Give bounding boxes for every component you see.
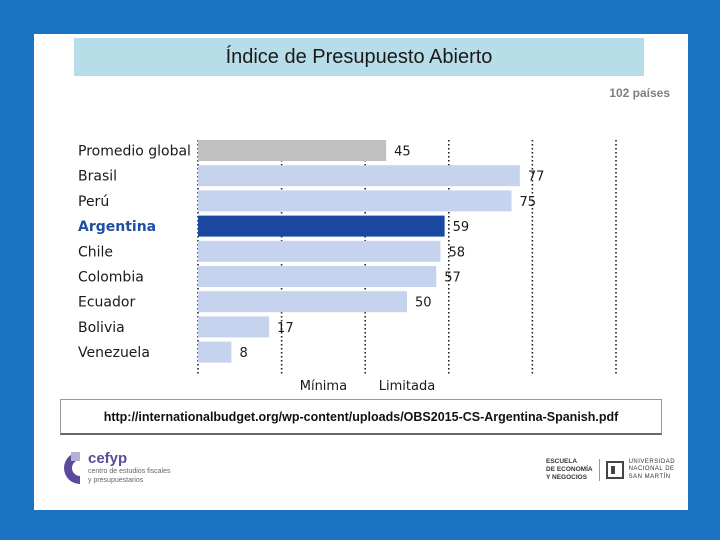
value-label: 50 xyxy=(415,296,432,311)
escuela-line-3: Y NEGOCIOS xyxy=(546,474,588,481)
escuela-line-2: DE ECONOMÍA xyxy=(546,466,593,473)
cefyp-logo: cefyp centro de estudios fiscales y pres… xyxy=(60,448,171,488)
value-label: 57 xyxy=(444,271,461,286)
cefyp-logo-icon xyxy=(64,452,80,484)
category-label: Argentina xyxy=(78,219,156,235)
category-label: Bolivia xyxy=(78,320,125,336)
bar xyxy=(198,341,232,363)
unsam-line-1: UNIVERSIDAD xyxy=(628,458,676,465)
value-label: 17 xyxy=(277,321,294,336)
value-label: 59 xyxy=(453,220,470,235)
bar xyxy=(198,291,407,313)
category-label: Venezuela xyxy=(78,345,150,361)
value-label: 75 xyxy=(520,195,537,210)
escuela-economia-label: ESCUELA DE ECONOMÍA Y NEGOCIOS xyxy=(546,458,593,482)
unsam-line-3: SAN MARTÍN xyxy=(628,473,671,480)
source-url[interactable]: http://internationalbudget.org/wp-conten… xyxy=(103,409,619,424)
category-label: Promedio global xyxy=(78,144,191,160)
bar xyxy=(198,190,512,212)
bar xyxy=(198,240,441,262)
unsam-label: UNIVERSIDAD NACIONAL DE SAN MARTÍN xyxy=(629,459,676,482)
unsam-logo: ESCUELA DE ECONOMÍA Y NEGOCIOS UNIVERSID… xyxy=(546,458,675,482)
chart-title: Índice de Presupuesto Abierto xyxy=(74,38,644,76)
category-label: Ecuador xyxy=(78,295,135,311)
category-label: Brasil xyxy=(78,169,117,185)
cefyp-tagline-1: centro de estudios fiscales xyxy=(88,468,171,475)
category-labels: Promedio global Brasil Perú Argentina Chile C… xyxy=(78,144,191,362)
value-label: 8 xyxy=(239,346,247,361)
unsam-emblem-icon xyxy=(605,461,624,479)
logo-divider xyxy=(598,459,600,481)
bar xyxy=(198,266,437,287)
level-labels: Mínima Limitada xyxy=(300,379,435,394)
bar xyxy=(198,316,270,338)
bar xyxy=(198,140,387,161)
level-label: Mínima xyxy=(300,379,347,394)
category-label: Perú xyxy=(78,194,109,210)
value-label: 58 xyxy=(448,245,465,260)
value-labels: 45 77 75 59 58 57 50 17 8 xyxy=(239,145,544,362)
bar xyxy=(198,165,520,187)
value-label: 45 xyxy=(394,145,411,160)
escuela-line-1: ESCUELA xyxy=(546,458,578,465)
countries-note: 102 países xyxy=(609,86,670,100)
unsam-line-2: NACIONAL DE xyxy=(628,466,675,473)
category-label: Colombia xyxy=(78,270,144,286)
cefyp-name: cefyp xyxy=(88,450,128,467)
level-label: Limitada xyxy=(379,379,435,394)
value-label: 77 xyxy=(528,170,545,185)
source-link[interactable]: http://internationalbudget.org/wp-conten… xyxy=(60,399,662,435)
bars xyxy=(198,140,520,363)
cefyp-tagline-2: y presupuestarios xyxy=(88,477,144,484)
category-label: Chile xyxy=(78,244,113,260)
bar xyxy=(198,215,445,237)
chart-title-text: Índice de Presupuesto Abierto xyxy=(225,45,493,68)
